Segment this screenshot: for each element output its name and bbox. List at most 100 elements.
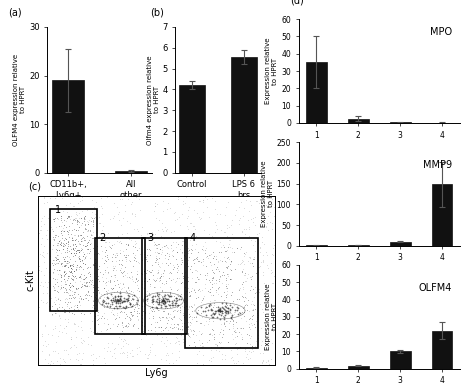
Point <box>173 239 180 245</box>
Point <box>36 263 43 269</box>
Point <box>239 325 246 331</box>
Point <box>110 241 118 247</box>
Point <box>72 235 80 242</box>
Bar <box>95 238 145 334</box>
Point <box>81 213 88 219</box>
Point <box>259 271 267 278</box>
Point <box>212 347 219 353</box>
Point <box>246 255 254 261</box>
Point <box>75 256 82 262</box>
Point <box>70 291 77 297</box>
Point <box>229 318 237 324</box>
Point <box>172 295 180 301</box>
Point <box>221 309 229 315</box>
Point <box>98 313 105 319</box>
Point <box>73 304 81 310</box>
Point <box>157 299 165 305</box>
Point <box>240 313 247 319</box>
Point <box>75 248 82 255</box>
Point <box>64 228 71 234</box>
Point <box>89 217 97 223</box>
Point <box>46 253 54 259</box>
Point <box>158 298 166 304</box>
Point <box>54 260 61 266</box>
Point <box>173 275 181 281</box>
Point <box>151 241 159 247</box>
Point <box>55 256 62 262</box>
Point <box>265 295 273 301</box>
Point <box>123 349 131 355</box>
Point <box>205 252 213 258</box>
Point <box>106 305 113 311</box>
Point <box>246 335 254 341</box>
Point <box>185 304 193 310</box>
Point <box>86 255 93 261</box>
Point <box>174 338 182 344</box>
Point <box>68 288 76 294</box>
Point <box>72 237 79 243</box>
Point <box>111 355 119 361</box>
Point <box>49 360 57 366</box>
Point <box>69 270 76 276</box>
Point <box>44 331 51 338</box>
Point <box>126 316 134 323</box>
Point <box>238 228 246 235</box>
Point <box>153 299 160 305</box>
Point <box>180 198 187 204</box>
Point <box>137 336 145 342</box>
Point <box>68 276 76 282</box>
Point <box>116 238 124 244</box>
Point <box>171 321 178 327</box>
Point <box>213 226 221 232</box>
Point <box>69 283 76 289</box>
Point <box>69 245 77 251</box>
Point <box>50 284 58 290</box>
Point <box>45 303 53 309</box>
Point <box>148 297 156 303</box>
Point <box>218 258 225 264</box>
Point <box>110 298 118 304</box>
Point <box>36 230 43 236</box>
Point <box>166 311 174 317</box>
Point <box>109 353 116 359</box>
Point <box>76 242 83 248</box>
Point <box>253 198 261 204</box>
Point <box>122 252 129 258</box>
Point <box>97 195 105 201</box>
Point <box>189 242 196 248</box>
Point <box>98 205 106 211</box>
Point <box>54 270 62 276</box>
Point <box>217 308 224 314</box>
Point <box>167 245 175 252</box>
Point <box>230 302 237 308</box>
Point <box>81 275 89 281</box>
Point <box>171 210 178 216</box>
Point <box>214 266 222 272</box>
Point <box>270 204 277 210</box>
Point <box>246 314 254 321</box>
Point <box>103 289 111 295</box>
Point <box>175 341 182 348</box>
Point <box>74 232 82 238</box>
Point <box>231 309 238 315</box>
Point <box>73 264 81 270</box>
Point <box>48 311 56 317</box>
Point <box>173 261 181 267</box>
Point <box>73 210 80 217</box>
Point <box>187 250 194 257</box>
Point <box>220 319 228 325</box>
Point <box>140 285 147 291</box>
Point <box>251 248 258 254</box>
Point <box>269 245 276 251</box>
Point <box>113 204 121 210</box>
Point <box>194 286 202 293</box>
Point <box>264 357 272 363</box>
Point <box>84 288 92 295</box>
Point <box>87 234 94 240</box>
Point <box>152 215 160 221</box>
Point <box>63 323 70 329</box>
Point <box>256 350 264 356</box>
Point <box>55 296 62 302</box>
Point <box>204 306 212 313</box>
Point <box>190 223 198 230</box>
